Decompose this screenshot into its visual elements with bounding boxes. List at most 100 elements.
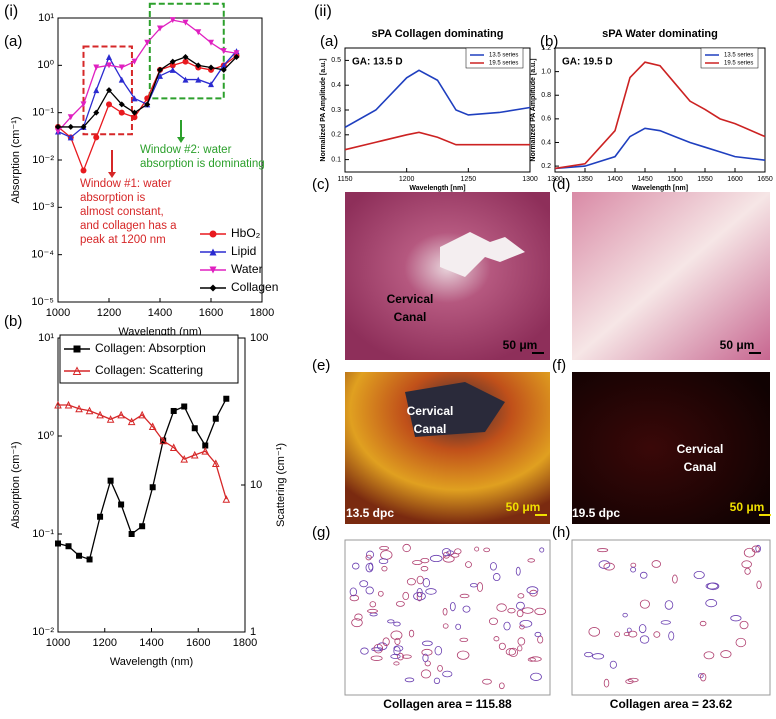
data-point [157, 66, 163, 73]
x-tick-label: 1000 [46, 637, 70, 649]
collagen-outline [517, 645, 523, 652]
collagen-outline [381, 565, 388, 572]
x-axis-label: Wavelength [nm] [409, 185, 465, 192]
panel-label: (e) [312, 357, 330, 374]
data-point [169, 443, 178, 451]
collagen-outline [638, 624, 647, 634]
annotation: and collagen has a [80, 220, 177, 232]
micrograph [571, 539, 771, 696]
y-tick-label: 10⁻² [32, 154, 54, 166]
collagen-outline [519, 624, 525, 630]
arrow-head [177, 137, 185, 143]
y-tick-label: 10⁻¹ [32, 107, 54, 119]
data-point [67, 114, 74, 121]
collagen-outline [668, 631, 675, 641]
x-tick-label: 1400 [148, 307, 172, 319]
arrow-head [108, 172, 116, 178]
data-point [220, 62, 227, 69]
image-label: 50 μm [720, 338, 755, 352]
collagen-outline [603, 562, 615, 571]
legend-label: 13.5 series [489, 53, 518, 59]
series-line [344, 131, 530, 151]
data-point [75, 404, 83, 413]
collagen-outline [703, 651, 715, 660]
data-point [93, 109, 100, 116]
panel-label: (a) [320, 33, 338, 50]
collagen-outline [450, 552, 460, 558]
collagen-outline [349, 587, 358, 597]
data-point [118, 101, 125, 108]
data-point [208, 64, 214, 71]
legend-marker [73, 345, 81, 353]
data-point [127, 417, 136, 426]
y-tick-label: 0.4 [331, 82, 341, 89]
x-tick-label: 1000 [46, 307, 70, 319]
image-label: 50 μm [506, 500, 541, 514]
legend-label: HbO₂ [231, 226, 261, 240]
panel-label: (g) [312, 524, 330, 541]
collagen-outline [359, 580, 369, 588]
x-tick-label: 1450 [637, 176, 653, 183]
legend-marker [209, 266, 217, 274]
data-point [220, 66, 227, 73]
collagen-outline [377, 590, 384, 597]
data-point [128, 531, 135, 537]
collagen-outline [449, 601, 456, 612]
collagen-outline [421, 648, 433, 656]
collagen-outline [588, 627, 601, 637]
collagen-outline [628, 630, 638, 638]
y-tick-label: 0.6 [541, 116, 551, 123]
data-point [106, 62, 112, 69]
collagen-outline [743, 547, 756, 558]
y-tick-label: 10⁻⁴ [31, 249, 54, 261]
collagen-outline [651, 560, 661, 568]
y-tick-label: 10⁰ [37, 59, 54, 71]
collagen-outline [412, 560, 423, 565]
collagen-outline [741, 560, 752, 569]
collagen-outline [406, 578, 416, 586]
data-point [54, 400, 62, 409]
y-tick-label: 0.1 [331, 156, 341, 163]
collagen-outline [730, 615, 742, 622]
image-caption: Collagen area = 115.88 [383, 697, 512, 711]
data-point [131, 109, 138, 116]
collagen-outline [488, 617, 498, 626]
collagen-outline [489, 562, 497, 571]
collagen-outline [394, 637, 401, 645]
collagen-outline [393, 661, 400, 666]
x-tick-label: 1200 [97, 307, 121, 319]
collagen-outline [526, 586, 539, 595]
collagen-outline [368, 562, 374, 571]
y-tick-label: 10¹ [38, 12, 54, 24]
x-tick-label: 1800 [233, 637, 257, 649]
y-axis-label: Absorption (cm⁻¹) [10, 441, 22, 528]
legend-marker [72, 366, 82, 375]
legend-marker [209, 230, 217, 238]
collagen-outline [433, 677, 441, 685]
collagen-outline [387, 619, 395, 624]
data-point [118, 64, 125, 71]
data-point [138, 410, 146, 419]
collagen-outline [693, 570, 705, 580]
data-point [208, 39, 214, 46]
collagen-outline [672, 574, 678, 584]
annotation: absorption is dominating [140, 158, 265, 170]
collagen-outline [441, 548, 452, 557]
collagen-outline [744, 567, 751, 575]
collagen-outline [516, 609, 524, 618]
collagen-outline [534, 631, 542, 638]
legend-label: 19.5 series [724, 61, 753, 67]
y-tick-label: 0.4 [541, 139, 551, 146]
annotation: GA: 19.5 D [562, 57, 613, 68]
collagen-outline [498, 642, 506, 651]
collagen-outline [603, 678, 610, 688]
collagen-outline [402, 591, 410, 601]
collagen-outline [379, 545, 390, 551]
collagen-outline [519, 619, 533, 628]
collagen-outline [482, 678, 492, 685]
y-tick-label: 0.2 [331, 132, 341, 139]
x-tick-label: 1500 [667, 176, 683, 183]
y-tick-label: 10⁻³ [32, 201, 54, 213]
x-tick-label: 1600 [727, 176, 743, 183]
series-line [554, 127, 766, 170]
